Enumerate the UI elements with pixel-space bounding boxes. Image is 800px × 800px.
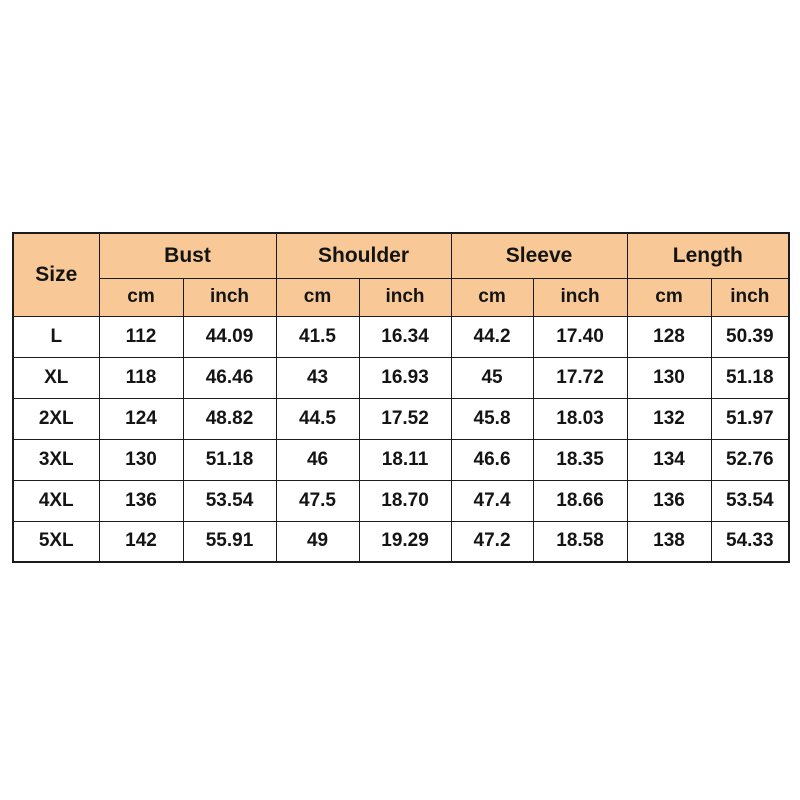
- table-cell: 55.91: [182, 520, 277, 563]
- table-cell: 47.5: [275, 479, 360, 522]
- table-cell: 134: [626, 438, 712, 481]
- table-cell: 19.29: [358, 520, 452, 563]
- table-row-5xl: 5XL 142 55.91 49 19.29 47.2 18.58 138 54…: [12, 520, 790, 563]
- unit-header-length-cm: cm: [626, 277, 712, 317]
- table-cell: 16.34: [358, 315, 452, 358]
- size-cell: 2XL: [12, 397, 100, 440]
- table-cell: 53.54: [182, 479, 277, 522]
- size-cell: 3XL: [12, 438, 100, 481]
- table-cell: 52.76: [710, 438, 790, 481]
- table-cell: 18.66: [532, 479, 628, 522]
- group-header-sleeve: Sleeve: [450, 232, 628, 279]
- group-header-row: Size Bust Shoulder Sleeve Length: [12, 232, 790, 317]
- size-chart-table: Size Bust Shoulder Sleeve Length cm inch…: [12, 232, 791, 563]
- table-cell: 118: [98, 356, 184, 399]
- table-cell: 130: [626, 356, 712, 399]
- table-cell: 17.40: [532, 315, 628, 358]
- table-cell: 45: [450, 356, 534, 399]
- unit-header-row: cm inch cm inch cm inch cm inch: [13, 277, 790, 317]
- table-cell: 51.18: [710, 356, 790, 399]
- unit-header-shoulder-cm: cm: [275, 277, 360, 317]
- table-cell: 18.11: [358, 438, 452, 481]
- table-cell: 47.4: [450, 479, 534, 522]
- table-cell: 46: [275, 438, 360, 481]
- table-cell: 18.03: [532, 397, 628, 440]
- table-cell: 18.58: [532, 520, 628, 563]
- table-cell: 124: [98, 397, 184, 440]
- unit-header-length-inch: inch: [710, 277, 790, 317]
- size-cell: 4XL: [12, 479, 100, 522]
- group-header-shoulder: Shoulder: [275, 232, 452, 279]
- unit-header-bust-cm: cm: [98, 277, 184, 317]
- table-cell: 18.70: [358, 479, 452, 522]
- table-cell: 44.2: [450, 315, 534, 358]
- table-cell: 53.54: [710, 479, 790, 522]
- table-cell: 48.82: [182, 397, 277, 440]
- table-cell: 130: [98, 438, 184, 481]
- table-row-2xl: 2XL 124 48.82 44.5 17.52 45.8 18.03 132 …: [12, 397, 790, 440]
- table-cell: 112: [98, 315, 184, 358]
- size-cell: XL: [12, 356, 100, 399]
- unit-header-bust-inch: inch: [182, 277, 277, 317]
- table-cell: 50.39: [710, 315, 790, 358]
- table-cell: 46.6: [450, 438, 534, 481]
- table-cell: 44.09: [182, 315, 277, 358]
- unit-header-sleeve-cm: cm: [450, 277, 534, 317]
- table-cell: 45.8: [450, 397, 534, 440]
- table-cell: 17.72: [532, 356, 628, 399]
- table-cell: 54.33: [710, 520, 790, 563]
- table-cell: 51.97: [710, 397, 790, 440]
- table-cell: 17.52: [358, 397, 452, 440]
- group-header-length: Length: [626, 232, 790, 279]
- table-row-xl: XL 118 46.46 43 16.93 45 17.72 130 51.18: [12, 356, 790, 399]
- table-cell: 128: [626, 315, 712, 358]
- table-cell: 47.2: [450, 520, 534, 563]
- table-cell: 136: [98, 479, 184, 522]
- table-cell: 51.18: [182, 438, 277, 481]
- table-cell: 49: [275, 520, 360, 563]
- table-cell: 18.35: [532, 438, 628, 481]
- table-cell: 44.5: [275, 397, 360, 440]
- table-cell: 43: [275, 356, 360, 399]
- group-header-bust: Bust: [98, 232, 277, 279]
- table-cell: 136: [626, 479, 712, 522]
- table-row-4xl: 4XL 136 53.54 47.5 18.70 47.4 18.66 136 …: [12, 479, 790, 522]
- table-cell: 138: [626, 520, 712, 563]
- size-column-header: Size: [12, 232, 100, 317]
- table-cell: 142: [98, 520, 184, 563]
- size-cell: 5XL: [12, 520, 100, 563]
- unit-header-sleeve-inch: inch: [532, 277, 628, 317]
- table-cell: 46.46: [182, 356, 277, 399]
- table-cell: 132: [626, 397, 712, 440]
- unit-header-shoulder-inch: inch: [358, 277, 452, 317]
- table-cell: 16.93: [358, 356, 452, 399]
- table-row-l: L 112 44.09 41.5 16.34 44.2 17.40 128 50…: [12, 315, 790, 358]
- size-cell: L: [12, 315, 100, 358]
- table-row-3xl: 3XL 130 51.18 46 18.11 46.6 18.35 134 52…: [12, 438, 790, 481]
- table-cell: 41.5: [275, 315, 360, 358]
